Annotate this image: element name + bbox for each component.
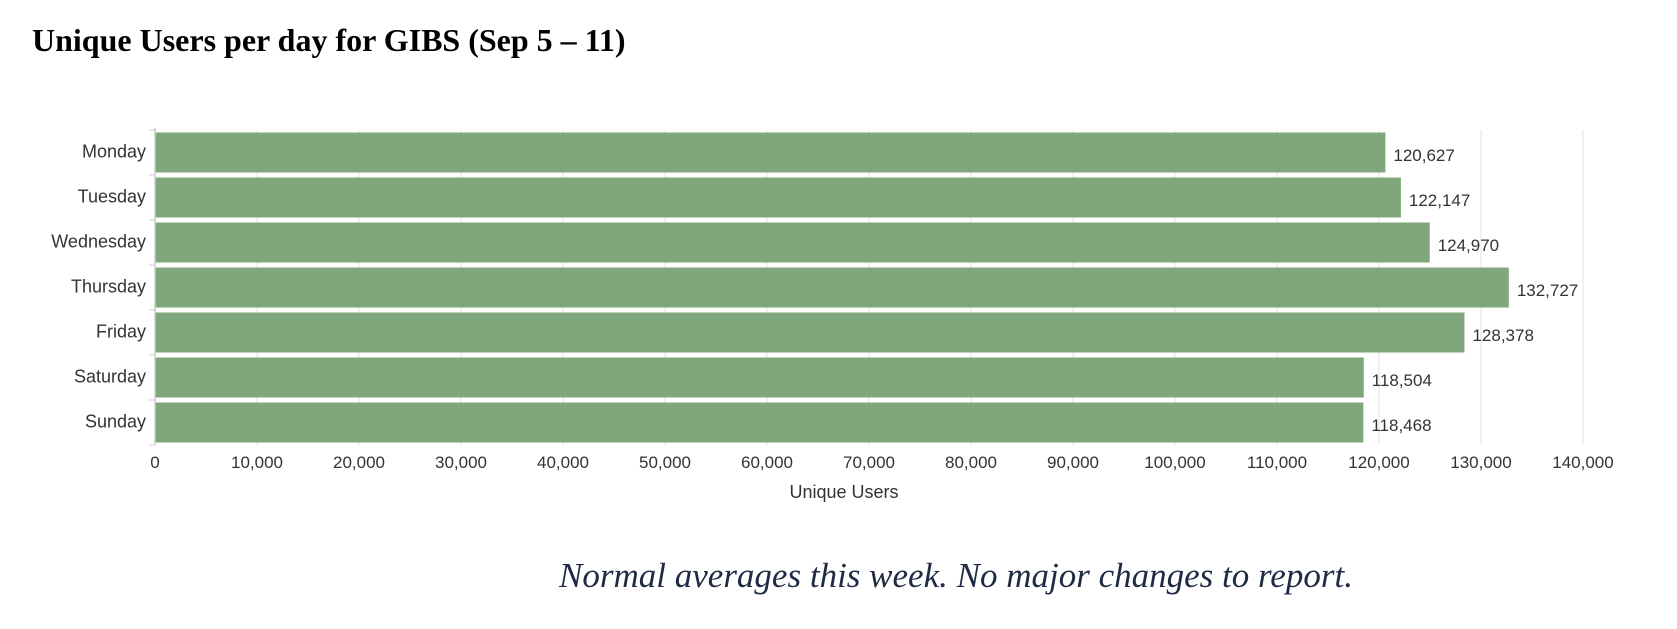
bar-saturday [155, 357, 1364, 398]
data-label: 118,468 [1371, 416, 1431, 435]
data-labels: 120,627 122,147 124,970 132,727 128,378 118,5… [1371, 146, 1578, 435]
x-tick-label: 0 [150, 453, 159, 472]
category-label: Monday [82, 141, 146, 161]
data-label: 120,627 [1393, 146, 1454, 165]
category-label: Thursday [71, 276, 146, 296]
bar-sunday [155, 402, 1364, 443]
data-label: 122,147 [1409, 191, 1470, 210]
x-tick-label: 60,000 [741, 453, 793, 472]
x-tick-labels: 0 10,000 20,000 30,000 40,000 50,000 60,000 70,… [150, 453, 1613, 472]
x-tick-label: 140,000 [1552, 453, 1613, 472]
bars [155, 132, 1509, 443]
x-tick-label: 90,000 [1047, 453, 1099, 472]
bar-wednesday [155, 222, 1430, 263]
x-tick-label: 50,000 [639, 453, 691, 472]
category-label: Saturday [74, 366, 146, 386]
bar-monday [155, 132, 1386, 173]
x-tick-label: 130,000 [1450, 453, 1511, 472]
x-tick-label: 10,000 [231, 453, 283, 472]
data-label: 132,727 [1517, 281, 1578, 300]
x-tick-label: 40,000 [537, 453, 589, 472]
bar-thursday [155, 267, 1509, 308]
bar-chart: Monday Tuesday Wednesday Thursday Friday Satu… [51, 128, 1614, 502]
x-tick-label: 70,000 [843, 453, 895, 472]
category-label: Sunday [85, 411, 146, 431]
x-tick-label: 80,000 [945, 453, 997, 472]
report-caption: Normal averages this week. No major chan… [559, 556, 1353, 595]
bar-friday [155, 312, 1465, 353]
y-axis-ticks [149, 129, 155, 446]
category-label: Wednesday [51, 231, 146, 251]
x-tick-label: 20,000 [333, 453, 385, 472]
x-axis-title: Unique Users [789, 482, 898, 502]
x-tick-label: 100,000 [1144, 453, 1205, 472]
x-tick-label: 120,000 [1348, 453, 1409, 472]
category-labels: Monday Tuesday Wednesday Thursday Friday Satu… [51, 141, 146, 431]
page-title: Unique Users per day for GIBS (Sep 5 – 1… [32, 22, 626, 58]
category-label: Friday [96, 321, 146, 341]
bar-tuesday [155, 177, 1401, 218]
x-tick-label: 110,000 [1247, 453, 1307, 472]
x-tick-label: 30,000 [435, 453, 487, 472]
data-label: 124,970 [1438, 236, 1499, 255]
data-label: 118,504 [1372, 371, 1432, 390]
data-label: 128,378 [1472, 326, 1533, 345]
category-label: Tuesday [78, 186, 146, 206]
